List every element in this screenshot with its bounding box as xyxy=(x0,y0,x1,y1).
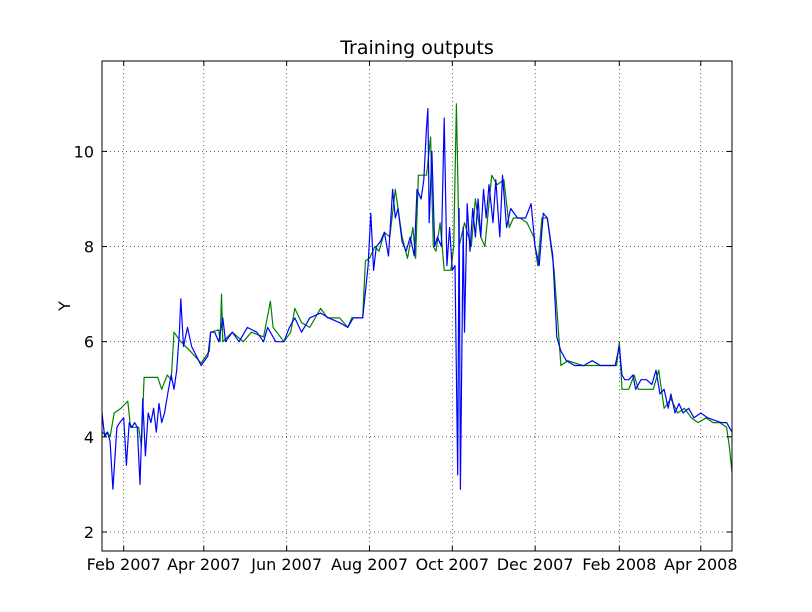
chart-title: Training outputs xyxy=(339,37,494,59)
data-series xyxy=(101,103,733,490)
x-tick-label: Apr 2008 xyxy=(664,555,737,574)
y-tick-label: 8 xyxy=(84,238,94,257)
x-tick-label: Aug 2007 xyxy=(331,555,408,574)
axis-ticks: Feb 2007 Apr 2007 Jun 2007 Aug 2007 Oct 2007… xyxy=(74,61,738,574)
plot-area-background xyxy=(102,61,732,551)
grid-lines xyxy=(102,61,732,551)
x-tick-label: Jun 2007 xyxy=(250,555,322,574)
y-tick-label: 2 xyxy=(84,523,94,542)
y-axis-label: Y xyxy=(55,301,74,312)
x-tick-label: Apr 2007 xyxy=(167,555,240,574)
y-tick-label: 6 xyxy=(84,333,94,352)
x-tick-label: Feb 2008 xyxy=(582,555,656,574)
y-tick-label: 4 xyxy=(84,428,94,447)
plot-frame xyxy=(101,60,733,552)
x-tick-label: Feb 2007 xyxy=(87,555,161,574)
series-line-1 xyxy=(101,103,733,473)
series-line-2 xyxy=(101,107,733,490)
x-tick-label: Dec 2007 xyxy=(497,555,574,574)
x-tick-label: Oct 2007 xyxy=(416,555,489,574)
y-tick-label: 10 xyxy=(74,142,94,161)
